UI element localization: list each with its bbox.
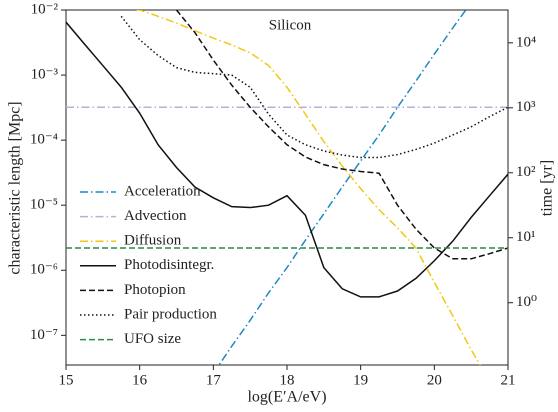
x-tick-label: 21 bbox=[501, 372, 516, 388]
x-tick-label: 17 bbox=[206, 372, 222, 388]
series-line bbox=[218, 10, 467, 365]
annotation: Silicon bbox=[269, 17, 312, 33]
legend-label: Photopion bbox=[124, 282, 186, 298]
x-tick-label: 20 bbox=[427, 372, 442, 388]
y2-tick-label: 10¹ bbox=[516, 229, 536, 245]
y2-tick-label: 10⁰ bbox=[516, 294, 537, 310]
y-tick-label: 10⁻³ bbox=[31, 67, 59, 83]
x-tick-label: 15 bbox=[59, 372, 74, 388]
series-line bbox=[120, 15, 508, 159]
x-axis-label: log(E′A/eV) bbox=[247, 389, 326, 406]
y2-tick-label: 10³ bbox=[516, 99, 536, 115]
x-tick-label: 18 bbox=[280, 372, 295, 388]
y2-tick-label: 10² bbox=[516, 164, 536, 180]
y-tick-label: 10⁻⁶ bbox=[30, 262, 58, 278]
x-tick-label: 19 bbox=[353, 372, 368, 388]
y2-tick-label: 10⁴ bbox=[516, 34, 536, 50]
legend-label: Diffusion bbox=[124, 233, 182, 249]
series-line bbox=[175, 10, 508, 260]
x-tick-label: 16 bbox=[132, 372, 148, 388]
legend-label: UFO size bbox=[124, 331, 181, 347]
y-axis-label: characteristic length [Mpc] bbox=[7, 101, 24, 274]
y-tick-label: 10⁻⁷ bbox=[30, 327, 58, 343]
legend-label: Acceleration bbox=[124, 183, 201, 199]
series-group bbox=[66, 10, 508, 365]
series-line bbox=[134, 10, 482, 365]
series-line bbox=[66, 21, 508, 298]
legend-label: Photodisintegr. bbox=[124, 257, 214, 273]
y-tick-label: 10⁻⁵ bbox=[30, 197, 58, 213]
legend-label: Pair production bbox=[124, 306, 217, 322]
y-tick-label: 10⁻² bbox=[31, 1, 59, 17]
y2-axis-label: time [yr] bbox=[539, 160, 556, 216]
legend-label: Advection bbox=[124, 208, 187, 224]
y-tick-label: 10⁻⁴ bbox=[30, 132, 58, 148]
